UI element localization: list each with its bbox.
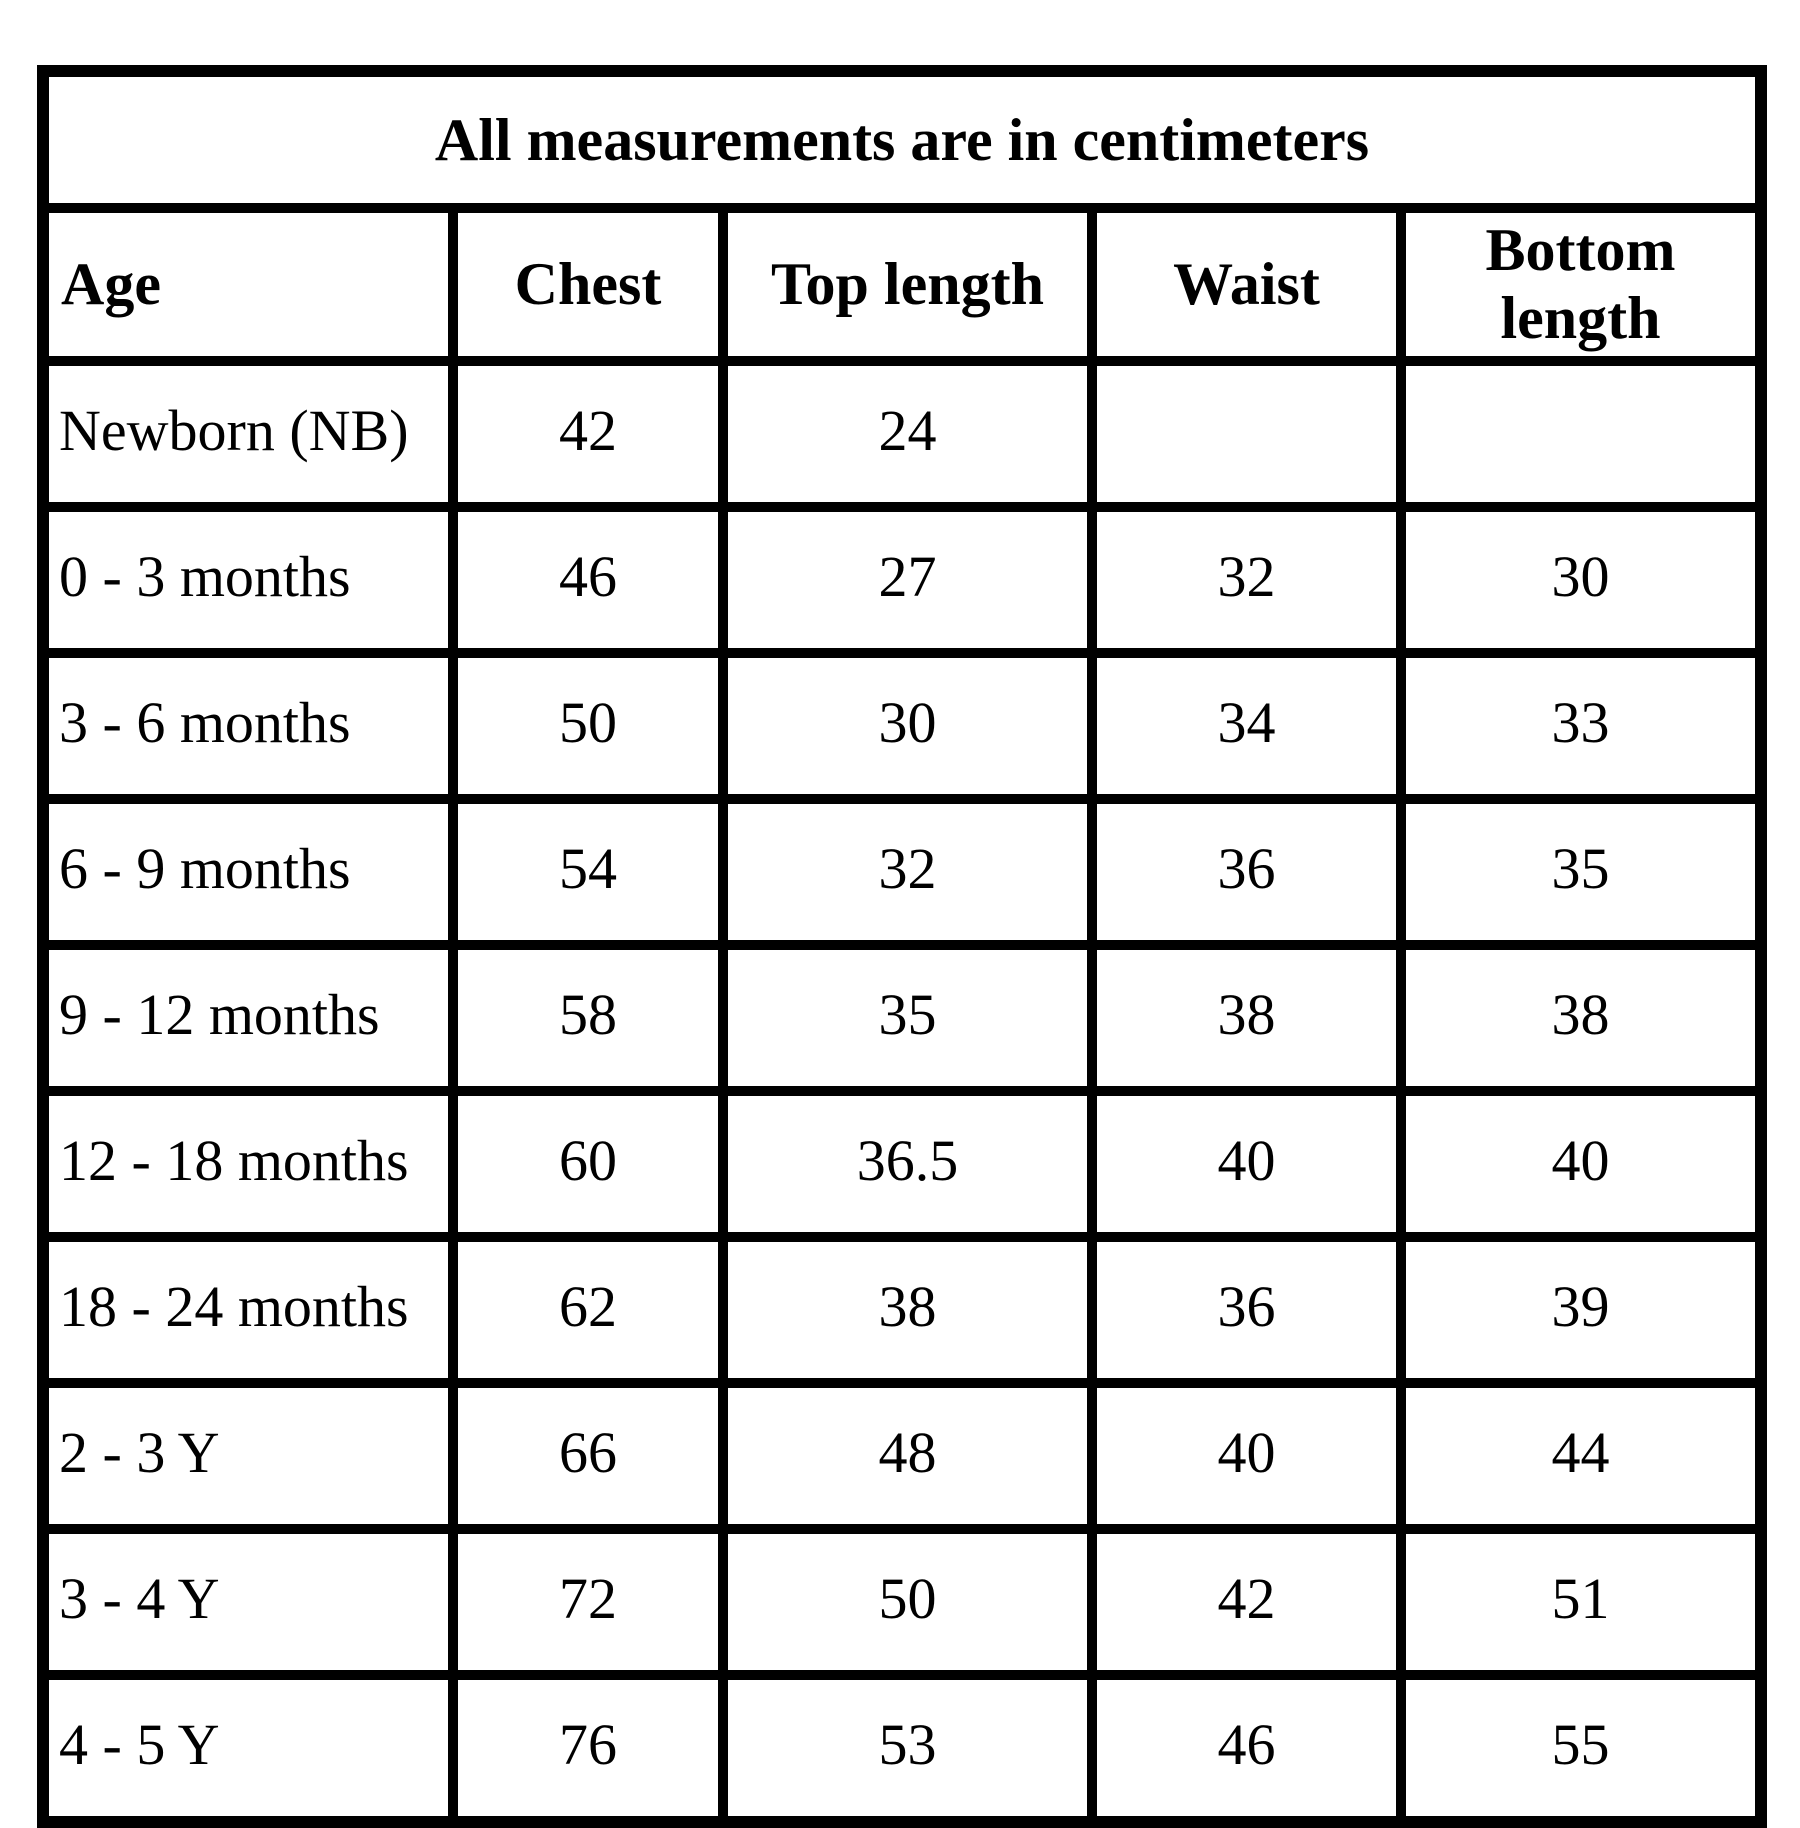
column-header-top-length: Top length (718, 203, 1097, 366)
waist-cell: 34 (1087, 648, 1406, 804)
bottom-length-cell: 38 (1395, 940, 1767, 1096)
bottom-length-cell: 51 (1395, 1524, 1767, 1680)
waist-cell: 40 (1087, 1378, 1406, 1534)
top-length-cell: 38 (718, 1232, 1097, 1388)
bottom-length-cell: 39 (1395, 1232, 1767, 1388)
table-row-0-3-months: 0 - 3 months 46 27 32 30 (38, 502, 1767, 658)
waist-cell: 32 (1087, 502, 1406, 658)
top-length-cell: 50 (718, 1524, 1097, 1680)
table-row-3-4-y: 3 - 4 Y 72 50 42 51 (38, 1524, 1767, 1680)
table-row-18-24-months: 18 - 24 months 62 38 36 39 (38, 1232, 1767, 1388)
size-chart-table: All measurements are in centimeters Age … (37, 65, 1768, 1828)
table-row-9-12-months: 9 - 12 months 58 35 38 38 (38, 940, 1767, 1096)
table-title-row: All measurements are in centimeters (37, 66, 1767, 213)
top-length-cell: 24 (718, 356, 1097, 512)
column-header-chest: Chest (448, 203, 728, 366)
waist-cell: 38 (1087, 940, 1406, 1096)
chest-cell: 46 (448, 502, 728, 658)
table-row-12-18-months: 12 - 18 months 60 36.5 40 40 (38, 1086, 1767, 1242)
bottom-length-cell: 30 (1395, 502, 1767, 658)
table-title: All measurements are in centimeters (37, 66, 1767, 213)
age-cell: Newborn (NB) (38, 356, 458, 512)
bottom-length-cell: 33 (1395, 648, 1767, 804)
top-length-cell: 36.5 (718, 1086, 1097, 1242)
chest-cell: 54 (448, 794, 728, 950)
chest-cell: 72 (448, 1524, 728, 1680)
age-cell: 0 - 3 months (38, 502, 458, 658)
waist-cell: 40 (1087, 1086, 1406, 1242)
table-row-2-3-y: 2 - 3 Y 66 48 40 44 (38, 1378, 1767, 1534)
chest-cell: 66 (448, 1378, 728, 1534)
age-cell: 2 - 3 Y (38, 1378, 458, 1534)
top-length-cell: 35 (718, 940, 1097, 1096)
table-row-3-6-months: 3 - 6 months 50 30 34 33 (38, 648, 1767, 804)
age-cell: 6 - 9 months (38, 794, 458, 950)
top-length-cell: 27 (718, 502, 1097, 658)
table-row-newborn: Newborn (NB) 42 24 (38, 356, 1767, 512)
bottom-length-cell: 40 (1395, 1086, 1767, 1242)
waist-cell: 42 (1087, 1524, 1406, 1680)
top-length-cell: 30 (718, 648, 1097, 804)
table-header-row: Age Chest Top length Waist Bottom length (38, 203, 1767, 366)
age-cell: 12 - 18 months (38, 1086, 458, 1242)
bottom-length-cell (1395, 356, 1767, 512)
top-length-cell: 32 (718, 794, 1097, 950)
chest-cell: 50 (448, 648, 728, 804)
waist-cell: 36 (1087, 794, 1406, 950)
waist-cell (1087, 356, 1406, 512)
chest-cell: 62 (448, 1232, 728, 1388)
chest-cell: 60 (448, 1086, 728, 1242)
age-cell: 18 - 24 months (38, 1232, 458, 1388)
table-row-6-9-months: 6 - 9 months 54 32 36 35 (38, 794, 1767, 950)
waist-cell: 36 (1087, 1232, 1406, 1388)
chest-cell: 58 (448, 940, 728, 1096)
bottom-length-cell: 35 (1395, 794, 1767, 950)
age-cell: 3 - 4 Y (38, 1524, 458, 1680)
age-cell: 9 - 12 months (38, 940, 458, 1096)
column-header-bottom-length: Bottom length (1395, 203, 1767, 366)
bottom-length-cell: 44 (1395, 1378, 1767, 1534)
age-cell: 3 - 6 months (38, 648, 458, 804)
chest-cell: 42 (448, 356, 728, 512)
column-header-age: Age (38, 203, 458, 366)
top-length-cell: 48 (718, 1378, 1097, 1534)
column-header-waist: Waist (1087, 203, 1406, 366)
